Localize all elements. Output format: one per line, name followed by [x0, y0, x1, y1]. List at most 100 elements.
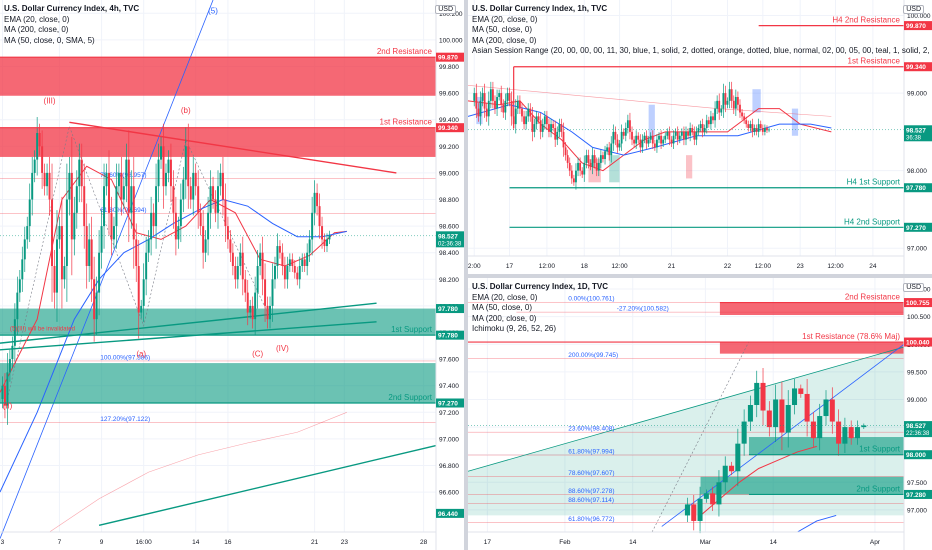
chart-canvas[interactable]: H4 2nd Resistance 1st Resistance H4 1st Su… [468, 0, 932, 274]
candle [541, 124, 544, 132]
candle [105, 172, 108, 187]
legend: U.S. Dollar Currency Index, 1D, TVC EMA … [472, 282, 608, 335]
candle [264, 279, 267, 306]
x-tick-label: Apr [870, 539, 881, 546]
candle [221, 172, 224, 200]
chart-panel-1d[interactable]: U.S. Dollar Currency Index, 1D, TVC EMA … [468, 278, 932, 550]
level-label: H4 1st Support [847, 178, 901, 187]
y-tick-label: 99.500 [907, 369, 927, 376]
candle [80, 159, 83, 187]
level-label: 1st Resistance (78.6% Maj) [802, 332, 900, 341]
candle [229, 239, 232, 253]
candle [16, 292, 19, 320]
candle [566, 155, 569, 163]
currency-label[interactable]: USD [435, 5, 456, 14]
candle [311, 212, 314, 240]
candle [83, 186, 86, 227]
candle [751, 124, 754, 132]
candle [217, 186, 219, 213]
wave-label: (III) [44, 97, 56, 106]
candle [531, 116, 534, 132]
candle [254, 292, 257, 320]
candle [179, 199, 182, 227]
candle [88, 239, 91, 266]
session-box [609, 155, 620, 183]
candle [697, 128, 700, 132]
chart-canvas[interactable]: 78.60%(98.957) 61.80%(98.694) 100.00%(97.5… [0, 0, 464, 550]
currency-label[interactable]: USD [903, 5, 924, 14]
price-tag-label: 98.000 [906, 452, 926, 459]
candle [182, 179, 185, 200]
candle [539, 120, 542, 132]
candle [130, 186, 133, 213]
candle [271, 279, 274, 306]
candle [759, 124, 762, 128]
fib-label: 200.00%(99.745) [568, 352, 618, 359]
candle [641, 139, 644, 148]
candle [726, 100, 729, 105]
candle [550, 124, 552, 132]
candle [219, 172, 222, 187]
candle [649, 135, 652, 140]
candle [710, 116, 712, 125]
candle [481, 93, 484, 101]
fib-label: 127.20%(97.122) [100, 416, 150, 423]
legend-item: MA (200, close, 0) [4, 25, 69, 34]
candle [518, 100, 521, 109]
candle [36, 133, 39, 160]
candle [535, 116, 538, 125]
candle [477, 108, 480, 117]
candle [570, 170, 573, 179]
annotation: (5)(III) will be invalidated [10, 327, 75, 333]
candle [651, 135, 654, 144]
candle [861, 425, 867, 428]
price-tag-label: 100.755 [906, 300, 930, 307]
candle [296, 272, 299, 280]
candle [199, 212, 202, 227]
candle [689, 128, 692, 136]
countdown-label: 02:36:38 [438, 241, 462, 247]
y-tick-label: 97.200 [439, 410, 459, 417]
candle [298, 266, 301, 280]
chart-panel-1h[interactable]: U.S. Dollar Currency Index, 1h, TVC EMA … [468, 0, 932, 274]
candle [672, 135, 675, 144]
candle [739, 104, 741, 113]
y-tick-label: 99.200 [439, 144, 459, 151]
panel-divider[interactable] [468, 274, 932, 278]
y-tick-label: 99.000 [907, 397, 927, 404]
candle [500, 93, 503, 105]
x-tick-label: Mar [700, 539, 712, 546]
candle [502, 104, 505, 113]
candle [763, 128, 766, 132]
candle [110, 212, 113, 240]
candle [691, 504, 697, 521]
candle [810, 421, 816, 439]
chart-canvas[interactable]: 0.00%(100.761)-27.20%(100.582) 200.00%(99… [468, 278, 932, 550]
y-tick-label: 98.800 [439, 197, 459, 204]
candle [192, 172, 195, 200]
candle [3, 385, 6, 406]
y-tick-label: 100.200 [439, 11, 463, 18]
candle [283, 266, 286, 280]
x-tick-label: 18 [581, 263, 589, 270]
candle [529, 108, 532, 117]
fib-label: 23.60%(98.408) [568, 426, 614, 433]
candle [712, 116, 714, 121]
candle [177, 226, 180, 240]
x-tick-label: 14 [770, 539, 778, 546]
candle [693, 131, 696, 140]
x-tick-label: 12:00 [539, 263, 556, 270]
chart-panel-4h[interactable]: U.S. Dollar Currency Index, 4h, TVC EMA … [0, 0, 464, 550]
candle [266, 305, 269, 320]
panel-divider[interactable] [464, 0, 468, 550]
currency-label[interactable]: USD [903, 283, 924, 292]
fib-label: 61.80%(98.694) [100, 207, 146, 214]
candle [516, 100, 519, 109]
y-tick-label: 96.600 [439, 490, 459, 497]
candle [829, 399, 835, 422]
candle [848, 427, 854, 439]
candle [512, 116, 515, 125]
candle [70, 172, 73, 240]
candle [678, 135, 681, 140]
level-label: 1st Support [859, 445, 901, 454]
